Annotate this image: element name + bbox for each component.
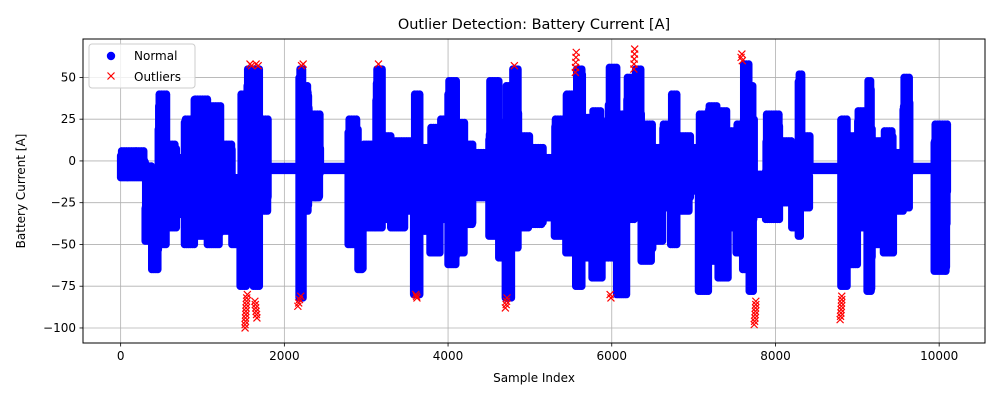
outlier-point <box>242 297 251 306</box>
outlier-point <box>751 314 759 322</box>
outlier-point <box>251 303 260 312</box>
x-tick-label: 8000 <box>760 349 791 363</box>
outlier-point <box>252 310 261 319</box>
legend-normal-label: Normal <box>134 49 177 63</box>
outlier-point <box>412 292 421 301</box>
outlier-point <box>630 45 639 53</box>
x-tick-label: 0 <box>117 349 125 363</box>
outlier-point <box>607 293 615 302</box>
outlier-point <box>374 60 383 68</box>
outlier-point <box>751 303 760 312</box>
normal-band-flat <box>909 164 935 173</box>
legend-outlier-marker <box>107 72 115 80</box>
y-axis-label: Battery Current [A] <box>14 134 28 249</box>
outlier-point <box>510 61 519 70</box>
outlier-point <box>241 307 250 316</box>
y-tick-label: 25 <box>61 112 76 126</box>
outlier-point <box>751 310 760 319</box>
legend-normal-marker <box>106 51 116 61</box>
outlier-point <box>750 320 759 329</box>
legend-box <box>88 43 196 89</box>
outlier-point <box>738 56 747 65</box>
outlier-point <box>241 324 249 332</box>
x-tick-label: 6000 <box>596 349 627 363</box>
outlier-point <box>837 305 846 314</box>
y-tick-label: 50 <box>61 70 76 84</box>
y-tick-label: −100 <box>43 321 76 335</box>
outlier-point <box>737 50 746 58</box>
y-tick-label: −75 <box>51 279 76 293</box>
outlier-point <box>750 317 759 326</box>
outlier-point <box>572 48 581 57</box>
outlier-point <box>247 61 256 70</box>
outlier-point <box>241 314 250 322</box>
axis-ticks: 0 2000 4000 6000 8000 10000 −100 −75 −50 −25 0 25 50 <box>43 70 958 363</box>
outlier-point <box>751 300 760 309</box>
outlier-point <box>241 320 249 329</box>
outlier-point <box>751 297 760 306</box>
outlier-point <box>503 293 511 302</box>
outlier-point <box>250 297 259 306</box>
outlier-point <box>836 315 845 324</box>
y-tick-label: −25 <box>51 196 76 210</box>
x-axis-label: Sample Index <box>493 371 575 385</box>
axes-frame <box>82 38 986 344</box>
y-tick-label: 0 <box>68 154 76 168</box>
outlier-point <box>837 298 846 307</box>
outlier-point <box>242 303 250 312</box>
normal-band-flat <box>267 164 300 173</box>
outlier-point <box>299 60 308 68</box>
y-tick-label: −50 <box>51 237 76 251</box>
outlier-point <box>296 292 305 301</box>
outlier-point <box>252 307 261 316</box>
outlier-point <box>836 312 845 321</box>
outlier-point <box>837 309 845 317</box>
outlier-point <box>253 314 261 322</box>
legend: Normal Outliers <box>88 43 196 89</box>
outlier-point <box>837 295 846 304</box>
outlier-point <box>254 61 263 70</box>
outlier-point <box>243 290 252 299</box>
outlier-point <box>241 317 250 326</box>
outlier-point <box>413 293 421 302</box>
legend-outlier-label: Outliers <box>134 70 181 84</box>
outlier-point <box>502 297 511 306</box>
outlier-point <box>241 310 250 319</box>
plot-area <box>116 45 952 332</box>
outlier-point <box>751 307 760 316</box>
x-tick-label: 10000 <box>920 349 958 363</box>
normal-band-flat <box>809 164 841 173</box>
outlier-point <box>242 300 251 309</box>
outlier-point <box>837 302 846 311</box>
outlier-point <box>251 300 260 309</box>
x-tick-label: 2000 <box>269 349 300 363</box>
normal-band-flat <box>320 164 349 173</box>
outlier-point <box>837 292 846 301</box>
x-tick-label: 4000 <box>433 349 464 363</box>
outlier-point <box>502 300 511 309</box>
chart-title: Outlier Detection: Battery Current [A] <box>398 17 670 33</box>
